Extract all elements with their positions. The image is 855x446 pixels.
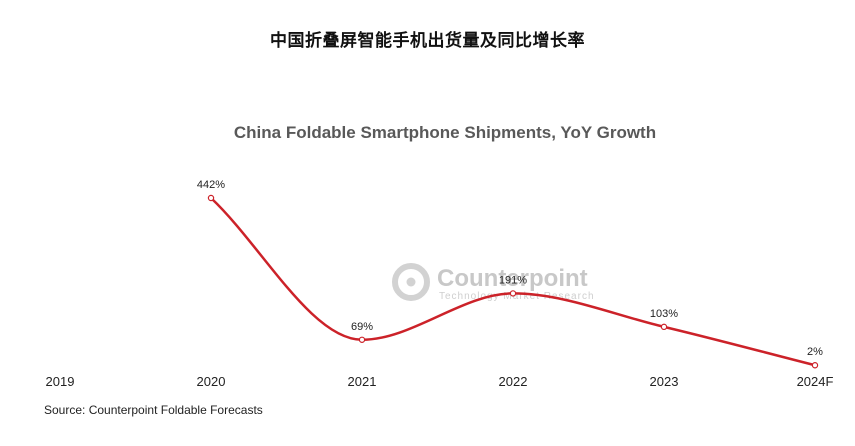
watermark-name: Counterpoint <box>437 265 588 292</box>
page-title-cn: 中国折叠屏智能手机出货量及同比增长率 <box>270 31 585 51</box>
data-point <box>358 336 366 343</box>
data-label: 69% <box>351 321 373 333</box>
x-tick-label: 2020 <box>197 374 226 389</box>
data-point <box>207 194 215 202</box>
x-axis: 2019 2020 2021 2022 2023 2024F <box>46 374 834 389</box>
x-tick-label: 2024F <box>797 374 834 389</box>
source-note: Source: Counterpoint Foldable Forecasts <box>44 403 263 417</box>
x-tick-label: 2022 <box>499 374 528 389</box>
series-layer: 442% 69% 191% 103% 2% <box>197 179 823 369</box>
data-label: 2% <box>807 346 823 358</box>
x-tick-label: 2019 <box>46 374 75 389</box>
data-label: 103% <box>650 308 678 320</box>
watermark-tagline: Technology Market Research <box>439 291 595 302</box>
data-label: 442% <box>197 179 225 191</box>
series-line <box>210 197 816 367</box>
counterpoint-watermark: Counterpoint Technology Market Research <box>392 263 595 302</box>
data-point <box>509 290 517 297</box>
data-point <box>660 323 668 331</box>
data-point <box>811 362 819 369</box>
counterpoint-logo-icon <box>392 263 430 301</box>
x-tick-label: 2021 <box>348 374 377 389</box>
chart-title: China Foldable Smartphone Shipments, YoY… <box>233 123 657 142</box>
x-tick-label: 2023 <box>650 374 679 389</box>
data-label: 191% <box>499 274 527 286</box>
